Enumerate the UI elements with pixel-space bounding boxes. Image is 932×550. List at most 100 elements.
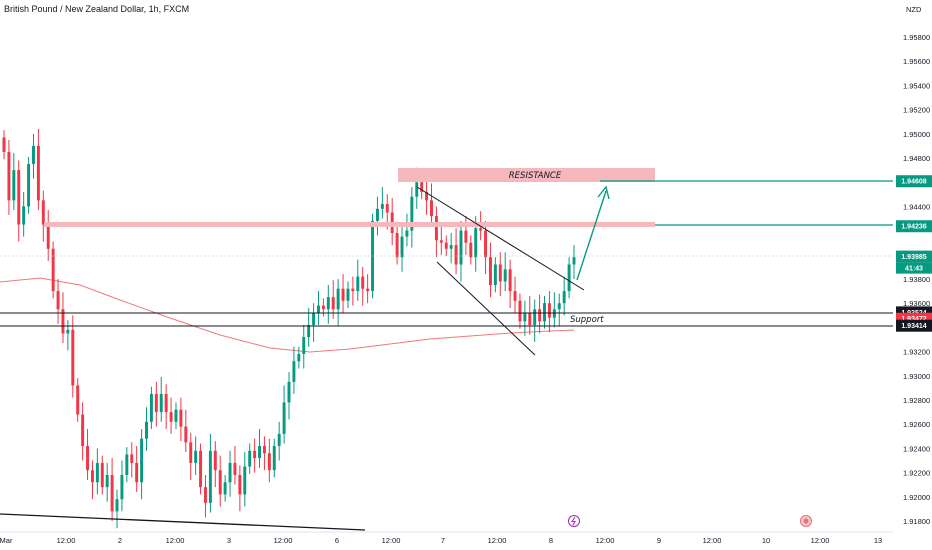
channel-lower-line (436, 261, 536, 356)
candle-body (287, 381, 291, 403)
candle-body (253, 450, 257, 459)
candle-body (61, 309, 65, 334)
candle-body (262, 445, 266, 454)
candle-body (430, 200, 433, 217)
candle (61, 292, 65, 344)
candle-body (272, 445, 276, 471)
candle-body (562, 291, 566, 304)
candle (253, 438, 257, 473)
candle-body (154, 393, 158, 413)
candle-body (400, 236, 404, 258)
candle-body (130, 454, 134, 463)
candle (135, 445, 139, 492)
candle-body (17, 170, 21, 225)
price-tag: 1.93985 (896, 250, 932, 263)
candle (533, 299, 537, 342)
candle (243, 452, 247, 507)
price-tag-box (896, 220, 932, 233)
candle-body (46, 224, 50, 249)
candle (184, 409, 188, 453)
candle (32, 133, 35, 179)
candle (110, 458, 114, 521)
candle-body (444, 242, 448, 249)
candle (341, 274, 345, 313)
price-tag-box (896, 250, 932, 263)
candle (130, 442, 134, 478)
candle (100, 455, 104, 495)
candle (71, 315, 75, 398)
lightning-icon (568, 515, 580, 527)
time-tick: 12:00 (488, 536, 507, 545)
candle-body (292, 361, 296, 382)
candle (115, 489, 119, 529)
candle (287, 372, 291, 420)
candle-body (208, 450, 212, 503)
candle (513, 276, 517, 313)
lightning-icon-bolt (571, 516, 576, 526)
candle (36, 128, 40, 211)
candles (2, 128, 576, 529)
candle (22, 191, 26, 237)
candle (523, 300, 527, 336)
candle-body (439, 240, 443, 243)
projection-arrow (576, 190, 607, 281)
candle-body (538, 309, 542, 322)
candle-body (297, 354, 301, 362)
price-tag: 1.94608 (896, 175, 932, 188)
price-tick: 1.93000 (903, 372, 930, 381)
candle (557, 293, 561, 327)
candle (498, 252, 502, 296)
candle (361, 266, 365, 306)
candle (179, 397, 183, 442)
candle-body (326, 297, 330, 310)
price-tick: 1.94800 (903, 154, 930, 163)
candle (380, 187, 384, 219)
countdown-tag: 41:43 (896, 262, 932, 274)
candle (262, 436, 266, 471)
candle (105, 462, 109, 502)
chart-title: British Pound / New Zealand Dollar, 1h, … (4, 4, 190, 14)
price-tick: 1.92600 (903, 420, 930, 429)
candle-body (302, 337, 306, 355)
candle-body (218, 470, 222, 495)
candle-body (66, 329, 70, 334)
time-tick: 12:00 (703, 536, 722, 545)
candle-body (81, 414, 85, 446)
candle (238, 465, 242, 512)
candle-body (95, 462, 99, 483)
candle-body (454, 245, 458, 265)
candle (469, 235, 473, 265)
price-tag-box (896, 319, 932, 332)
candle-body (238, 475, 242, 495)
candle-body (395, 233, 399, 258)
candle-body (341, 288, 345, 301)
candle (459, 220, 463, 282)
candle-body (223, 482, 227, 495)
price-tag-label: 1.94236 (901, 224, 926, 231)
candle-body (415, 182, 419, 197)
candle (444, 235, 448, 257)
candle (7, 139, 11, 215)
candle-body (110, 475, 114, 512)
candle (430, 183, 433, 226)
price-tick: 1.93200 (903, 348, 930, 357)
candle-body (2, 137, 6, 152)
candle-body (533, 309, 537, 325)
candle (41, 190, 45, 242)
candle-body (508, 269, 512, 292)
candle (493, 257, 497, 293)
candle (488, 242, 492, 298)
candle (272, 438, 276, 478)
economic-event-icon (800, 515, 812, 527)
candle (326, 285, 330, 324)
candle-body (336, 288, 340, 310)
candle (302, 324, 306, 369)
candle-body (449, 245, 453, 249)
candle-body (164, 393, 168, 413)
candle-body (307, 324, 311, 338)
candle-body (51, 248, 55, 292)
drawings: RESISTANCE Support (0, 168, 893, 531)
candle (81, 402, 85, 461)
candle-body (321, 305, 325, 310)
